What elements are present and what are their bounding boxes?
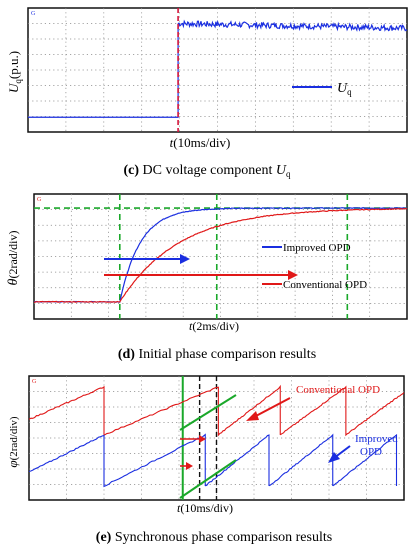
panel-c-channel-marker: G — [31, 11, 36, 17]
panel-c-caption-var-sub: q — [286, 169, 291, 179]
panel-d-grid — [34, 194, 407, 319]
panel-d-legend-conventional: Conventional OPD — [283, 279, 367, 291]
panel-e-series-improved — [28, 433, 398, 488]
panel-e-red-arrowhead-2 — [186, 462, 193, 470]
panel-c-xlabel-italic: t — [170, 135, 174, 150]
panel-d-ylabel-main: θ — [6, 278, 21, 285]
panel-e-xlabel: t(10ms/div) — [177, 501, 233, 515]
panel-c-xlabel-rest: (10ms/div) — [173, 135, 230, 150]
panel-d-legend-improved: Improved OPD — [283, 242, 351, 254]
panel-d-caption-text: Initial phase comparison results — [135, 347, 316, 362]
panel-e-series — [28, 384, 405, 488]
panel-e-ylabel: φ(2rad/div) — [5, 416, 20, 468]
panel-e-annotation-improved: Improved — [355, 433, 398, 445]
panel-c-ylabel-main: U — [6, 82, 21, 93]
panel-e-caption: (e) Synchronous phase comparison results — [96, 530, 332, 545]
panel-c-xlabel: t(10ms/div) — [170, 135, 231, 150]
panel-c-ylabel: Uq(p.u.) — [6, 51, 23, 93]
panel-d-ylabel-rest: (2rad/div) — [6, 231, 20, 279]
panel-e-conventional-pointer-head — [246, 411, 259, 421]
panel-e-caption-bold: (e) — [96, 530, 112, 545]
panel-e-xlabel-rest: (10ms/div) — [180, 501, 233, 515]
panel-d-channel-marker: G — [37, 197, 42, 203]
panel-d-xlabel: t(2ms/div) — [189, 319, 239, 333]
panel-e: G Conventional OPD Improved OPD φ(2rad/d… — [5, 375, 405, 545]
panel-c-legend-main: U — [337, 81, 348, 96]
panel-c: G Uq(p.u.) t(10ms/div) Uq (c) DC voltage… — [6, 7, 408, 179]
panel-e-blue-overlay — [179, 459, 237, 499]
panel-e-caption-text: Synchronous phase comparison results — [111, 530, 332, 545]
panel-d-xlabel-italic: t — [189, 319, 193, 333]
panel-c-legend-sub: q — [347, 87, 352, 97]
panel-c-ylabel-rest: (p.u.) — [6, 51, 21, 79]
panel-c-series-uq — [28, 19, 408, 118]
panel-c-legend-label: Uq — [337, 81, 352, 97]
panel-d-conventional-arrowhead — [288, 270, 298, 280]
panel-d-series — [33, 207, 408, 303]
panel-c-series — [28, 8, 408, 132]
panel-e-red-arrowhead-1 — [199, 435, 206, 443]
panel-e-improved-pointer-head — [328, 452, 340, 463]
panel-c-caption-bold: (c) — [123, 163, 139, 178]
panel-d-caption-bold: (d) — [118, 347, 135, 362]
panel-c-caption-text: DC voltage component — [139, 163, 276, 178]
panel-d-caption: (d) Initial phase comparison results — [118, 347, 316, 362]
panel-d-improved-arrowhead — [180, 254, 190, 264]
panel-d-series-conventional — [33, 207, 408, 303]
panel-c-ylabel-sub: q — [13, 79, 23, 84]
panel-e-channel-marker: G — [32, 379, 37, 385]
panel-e-ylabel-main: φ — [5, 460, 20, 467]
panel-e-annotation-conventional: Conventional OPD — [296, 384, 380, 396]
panel-e-red-overlay — [179, 394, 237, 431]
panel-e-markers — [181, 376, 218, 500]
panel-d-ylabel: θ(2rad/div) — [6, 231, 21, 286]
panel-e-ylabel-rest: (2rad/div) — [8, 416, 20, 460]
panel-d-xlabel-rest: (2ms/div) — [192, 319, 239, 333]
panel-e-annotation-opd: OPD — [360, 446, 382, 458]
panel-c-caption-var: U — [276, 163, 287, 178]
panel-c-caption: (c) DC voltage component Uq — [123, 163, 291, 179]
panel-e-conventional-pointer — [251, 397, 291, 419]
panel-e-series-conventional — [28, 384, 405, 437]
panel-d-plot-frame — [33, 193, 408, 320]
panel-d: G Improved OPD Conventional OPD θ(2rad/d… — [6, 193, 408, 362]
panel-c-grid — [28, 8, 407, 132]
panel-e-xlabel-italic: t — [177, 501, 181, 515]
